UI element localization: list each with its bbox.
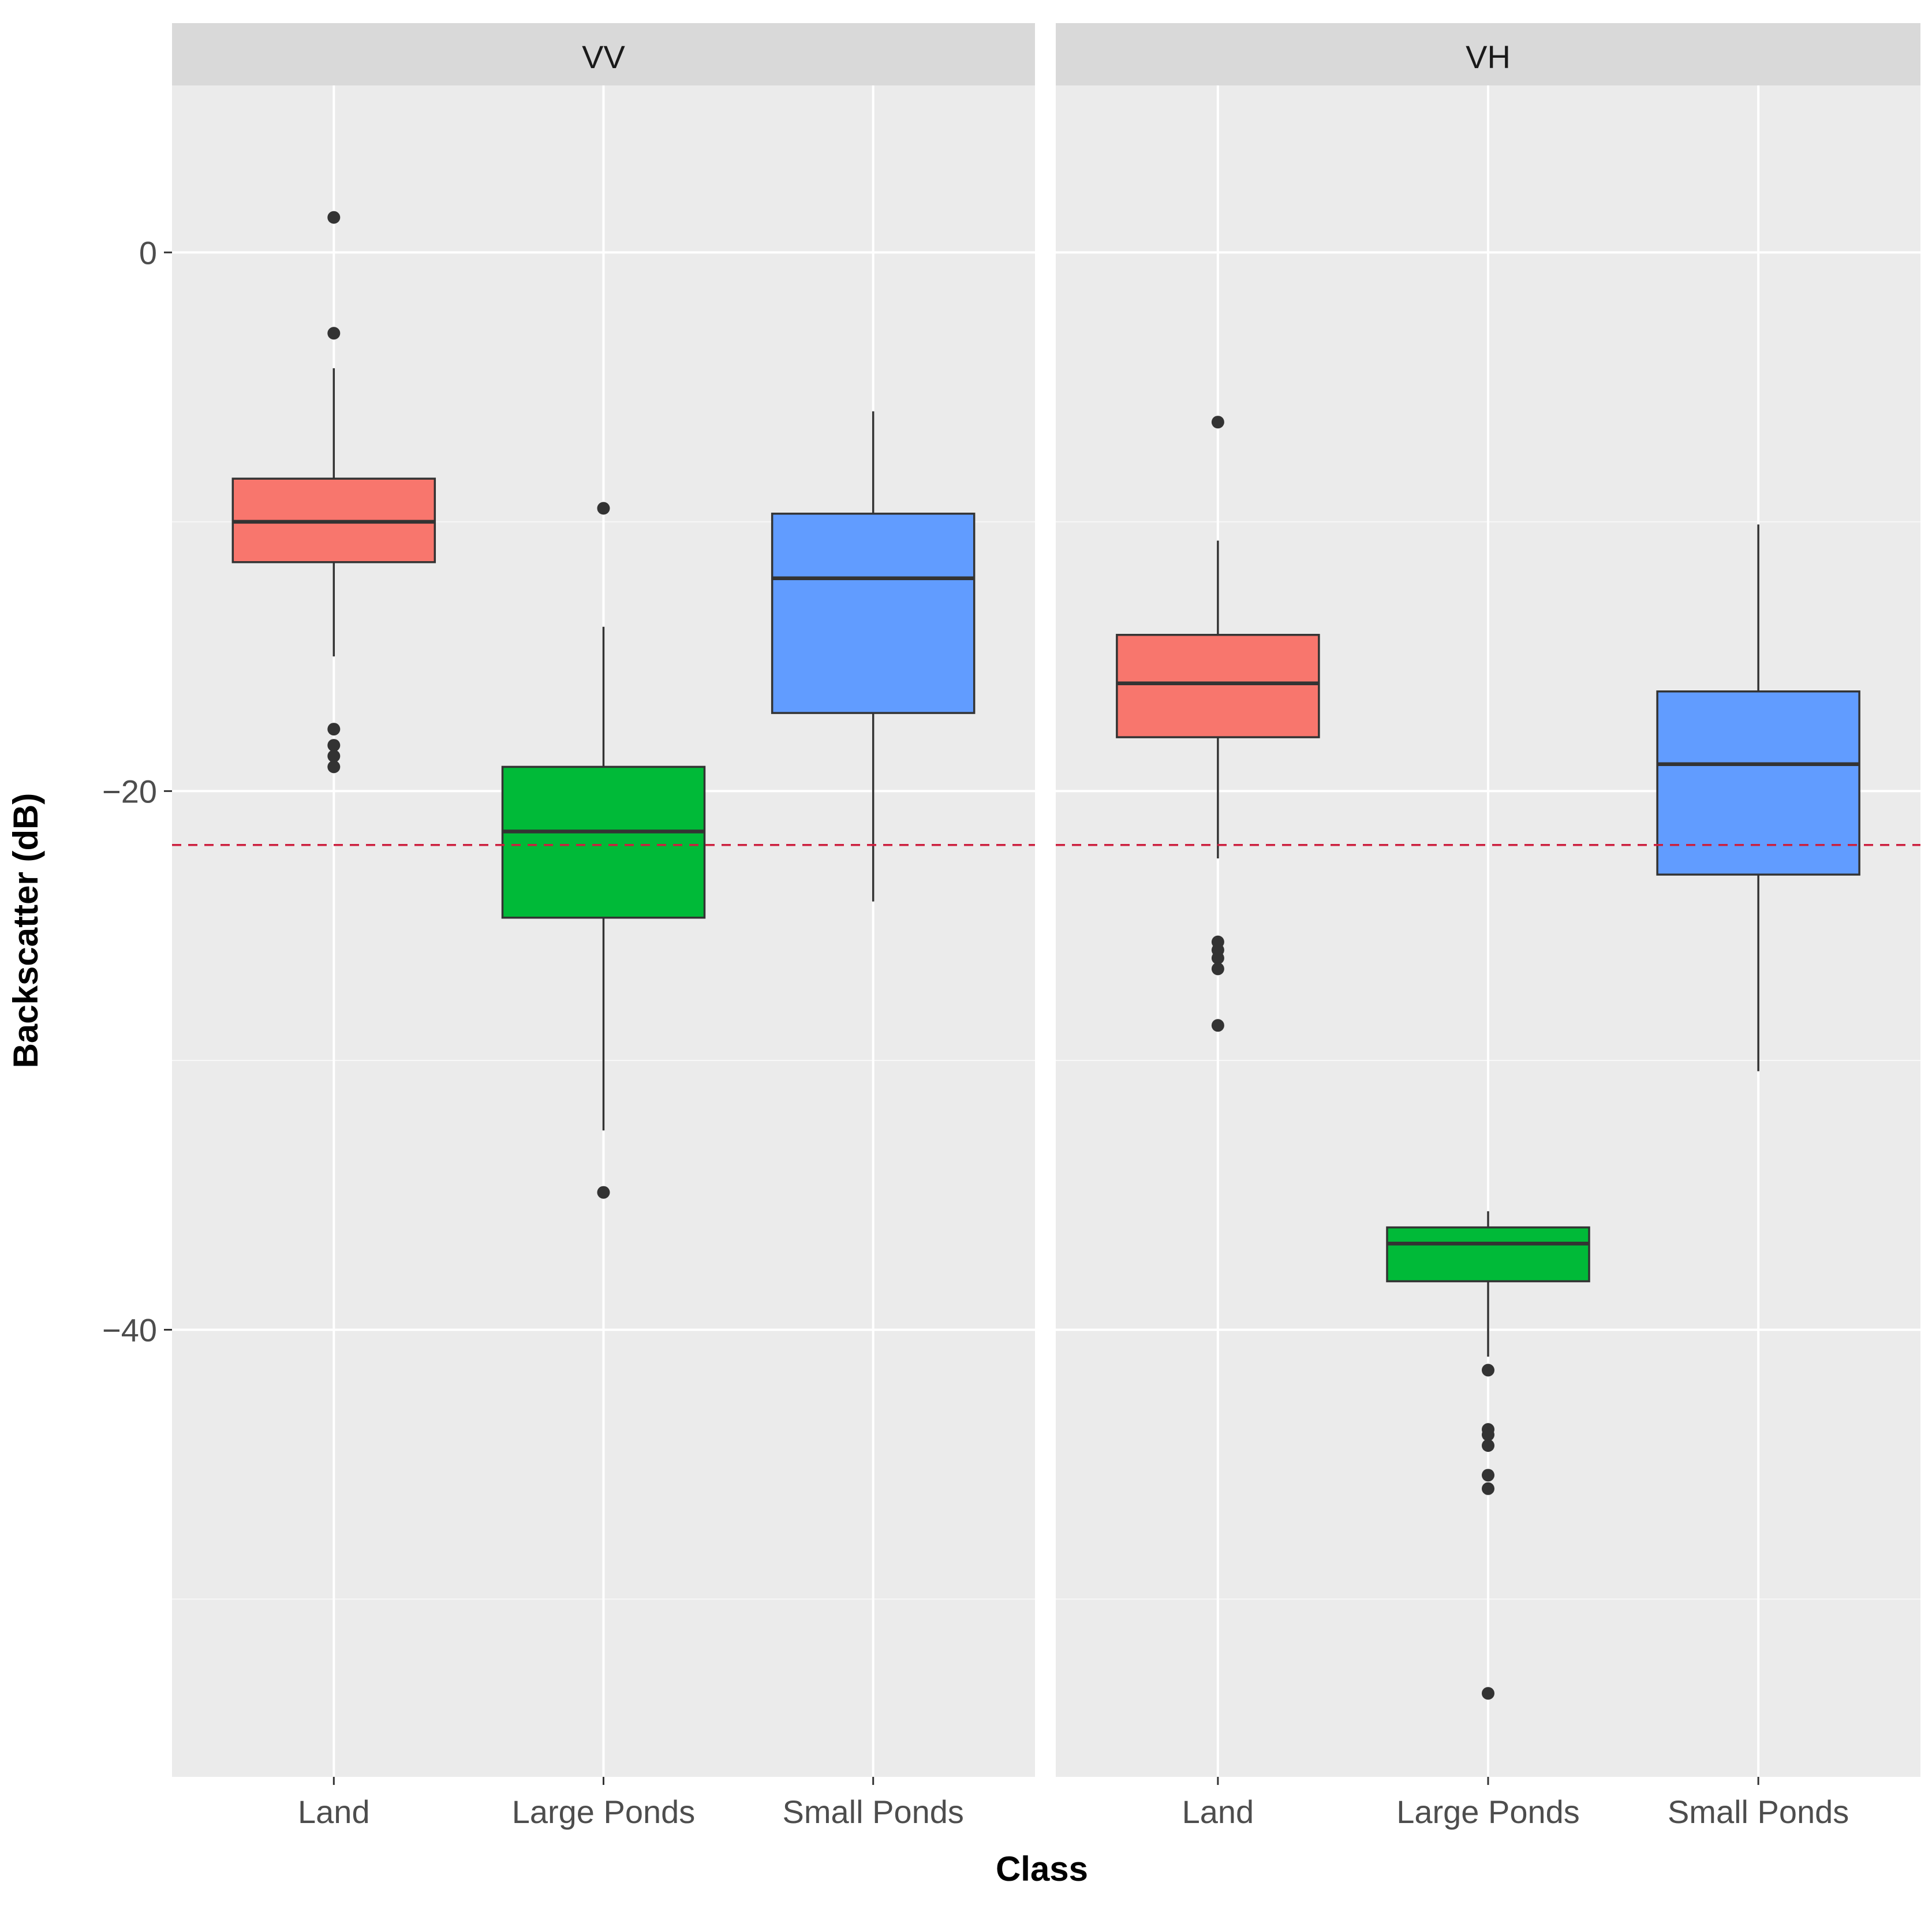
x-tick-label: Land bbox=[1182, 1794, 1254, 1830]
y-tick-label: −40 bbox=[102, 1312, 157, 1349]
x-axis-title: Class bbox=[996, 1850, 1088, 1888]
box-small-ponds bbox=[771, 513, 976, 714]
outlier-point bbox=[1482, 1482, 1494, 1495]
outlier-point bbox=[1482, 1364, 1494, 1377]
facet-strip-label: VH bbox=[1466, 39, 1511, 75]
outlier-point bbox=[327, 723, 341, 736]
facet-strip-label: VV bbox=[582, 39, 625, 75]
outlier-point bbox=[1482, 1469, 1494, 1482]
outlier-point bbox=[597, 502, 610, 515]
outlier-point bbox=[1482, 1428, 1494, 1441]
outlier-point bbox=[327, 327, 341, 340]
outlier-point bbox=[1482, 1439, 1494, 1452]
outlier-point bbox=[1211, 951, 1224, 965]
box-large-ponds bbox=[501, 765, 706, 919]
x-tick-label: Small Ponds bbox=[1668, 1794, 1849, 1830]
outlier-point bbox=[1211, 962, 1224, 976]
outlier-point bbox=[327, 760, 341, 774]
outlier-point bbox=[1211, 416, 1224, 429]
x-tick-label: Large Ponds bbox=[1396, 1794, 1580, 1830]
facet-strip bbox=[172, 23, 1035, 85]
box-large-ponds bbox=[1386, 1226, 1590, 1283]
outlier-point bbox=[1211, 1019, 1224, 1032]
y-tick-label: 0 bbox=[139, 234, 157, 271]
outlier-point bbox=[1482, 1687, 1494, 1700]
y-axis-title: Backscatter (dB) bbox=[6, 793, 45, 1069]
x-tick-label: Large Ponds bbox=[512, 1794, 696, 1830]
box-land bbox=[1116, 634, 1320, 738]
facet-strip bbox=[1056, 23, 1920, 85]
outlier-point bbox=[327, 739, 341, 752]
x-tick-label: Small Ponds bbox=[783, 1794, 964, 1830]
outlier-point bbox=[327, 211, 341, 224]
outlier-point bbox=[327, 749, 341, 763]
x-tick-label: Land bbox=[298, 1794, 370, 1830]
outlier-point bbox=[597, 1186, 610, 1199]
box-small-ponds bbox=[1656, 690, 1860, 876]
y-tick-label: −20 bbox=[102, 773, 157, 809]
